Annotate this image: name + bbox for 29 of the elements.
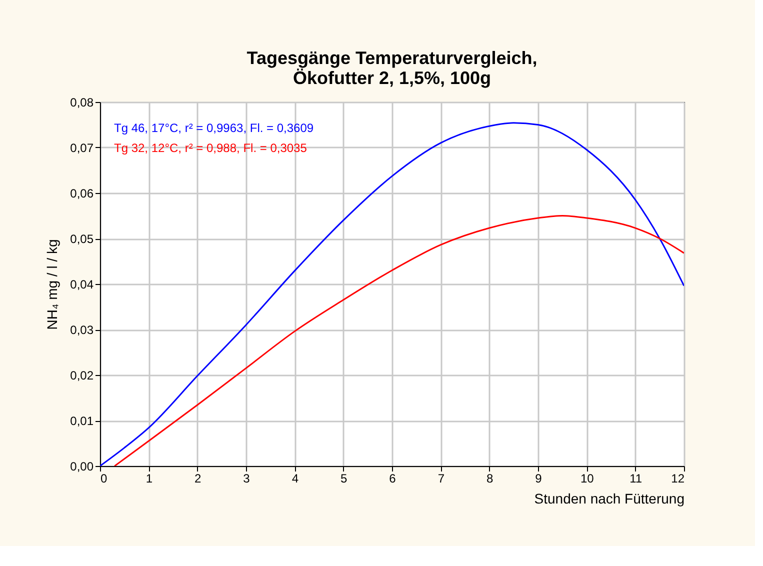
y-tick-label: 0,02 xyxy=(70,368,94,382)
y-tick-label: 0,07 xyxy=(70,141,94,155)
y-tick-label: 0,08 xyxy=(70,96,94,110)
x-tick-label: 10 xyxy=(580,472,594,486)
y-tick-label: 0,03 xyxy=(70,323,94,337)
x-tick-label: 1 xyxy=(146,472,153,486)
line-series xyxy=(114,215,684,466)
x-tick-label: 4 xyxy=(292,472,299,486)
x-tick-label: 6 xyxy=(389,472,396,486)
text: Ökofutter 2, 1,5%, 100g xyxy=(292,68,492,88)
x-tick-label: 9 xyxy=(535,472,542,486)
y-tick-label: 0,06 xyxy=(70,186,94,200)
text: Tg 46, 17°C, r² = 0,9963, Fl. = 0,3609 xyxy=(114,121,314,135)
x-axis-title: Stunden nach Fütterung xyxy=(534,490,684,506)
x-tick-label: 0 xyxy=(100,472,108,486)
x-tick-label: 5 xyxy=(340,472,348,486)
x-tick-label: 3 xyxy=(243,472,250,486)
text: Tg 32, 12°C, r² = 0,988, Fl. = 0,3035 xyxy=(114,141,308,155)
y-tick-label: 0,05 xyxy=(70,232,94,246)
text: Tagesgänge Temperaturvergleich, xyxy=(246,48,538,68)
x-tick-label: 7 xyxy=(438,472,445,486)
x-tick-label: 11 xyxy=(630,472,642,486)
x-tick-label: 2 xyxy=(194,472,202,486)
y-tick-label: 0,00 xyxy=(70,460,94,474)
x-tick-label: 8 xyxy=(486,472,494,486)
y-axis-title: NH₄ mg / l / kg xyxy=(44,239,60,330)
x-tick-label: 12 xyxy=(671,472,685,486)
y-tick-label: 0,04 xyxy=(70,278,94,292)
y-tick-label: 0,01 xyxy=(70,414,94,428)
